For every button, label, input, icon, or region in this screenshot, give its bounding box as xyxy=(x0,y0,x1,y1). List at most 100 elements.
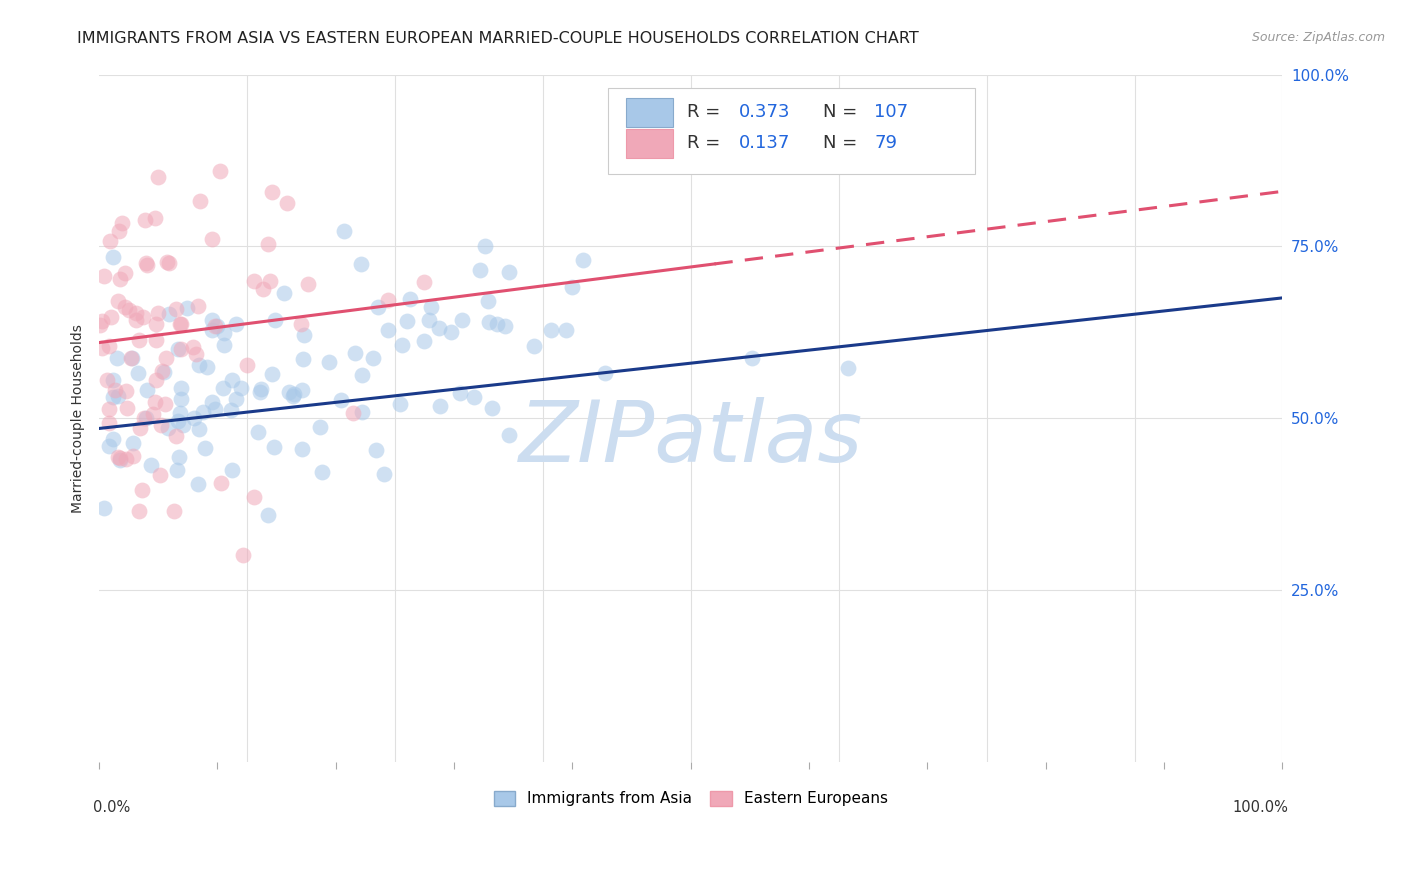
Point xyxy=(481,401,503,416)
Point xyxy=(318,355,340,369)
Point xyxy=(276,195,298,210)
Point xyxy=(146,169,169,184)
Point xyxy=(125,313,148,327)
Point xyxy=(477,294,499,309)
Point xyxy=(136,383,159,397)
Point xyxy=(463,390,485,404)
Point xyxy=(250,382,273,396)
Point xyxy=(170,342,193,356)
Point xyxy=(117,303,139,318)
Point xyxy=(132,310,155,325)
Point xyxy=(498,427,520,442)
Point xyxy=(172,418,194,433)
Point xyxy=(412,334,434,348)
Point xyxy=(741,351,763,365)
Point xyxy=(195,360,218,375)
Point xyxy=(194,442,217,456)
Point xyxy=(165,428,187,442)
Text: 0.137: 0.137 xyxy=(740,135,790,153)
Point xyxy=(350,405,373,419)
Point xyxy=(449,385,471,400)
Point xyxy=(204,318,226,333)
Point xyxy=(97,417,120,431)
Text: 0.0%: 0.0% xyxy=(93,799,131,814)
Text: Source: ZipAtlas.com: Source: ZipAtlas.com xyxy=(1251,31,1385,45)
Text: N =: N = xyxy=(824,103,858,121)
Point xyxy=(283,387,305,401)
Point xyxy=(309,419,332,434)
Point xyxy=(413,275,436,289)
Point xyxy=(167,450,190,464)
Point xyxy=(97,402,120,417)
Point xyxy=(169,406,191,420)
Point xyxy=(117,401,139,415)
Point xyxy=(104,383,127,397)
Point xyxy=(333,224,356,238)
Point xyxy=(388,396,411,410)
Point xyxy=(399,293,422,307)
Point xyxy=(257,508,280,522)
Point xyxy=(146,306,169,320)
Point xyxy=(201,313,224,327)
Point xyxy=(188,422,211,436)
Legend: Immigrants from Asia, Eastern Europeans: Immigrants from Asia, Eastern Europeans xyxy=(488,785,894,813)
Point xyxy=(134,213,156,227)
Point xyxy=(103,391,125,405)
Point xyxy=(247,425,270,439)
Point xyxy=(155,351,177,366)
Text: IMMIGRANTS FROM ASIA VS EASTERN EUROPEAN MARRIED-COUPLE HOUSEHOLDS CORRELATION C: IMMIGRANTS FROM ASIA VS EASTERN EUROPEAN… xyxy=(77,31,920,46)
Point xyxy=(212,338,235,352)
Point xyxy=(165,301,187,316)
Text: 79: 79 xyxy=(875,135,897,153)
Point xyxy=(225,392,247,407)
Point xyxy=(187,299,209,313)
Point xyxy=(242,273,264,287)
Point xyxy=(141,458,163,473)
Point xyxy=(221,403,243,417)
Point xyxy=(89,318,111,333)
Point xyxy=(263,440,285,454)
Point xyxy=(105,351,128,365)
Point xyxy=(132,410,155,425)
Point xyxy=(145,333,167,347)
Point xyxy=(163,504,186,518)
FancyBboxPatch shape xyxy=(626,98,673,127)
Point xyxy=(212,326,235,340)
Text: ZIPatlas: ZIPatlas xyxy=(519,397,863,480)
Point xyxy=(166,342,188,356)
Point xyxy=(176,301,198,315)
FancyBboxPatch shape xyxy=(607,88,974,174)
Point xyxy=(107,389,129,403)
Point xyxy=(149,418,172,433)
Point xyxy=(561,280,583,294)
Point xyxy=(290,317,312,331)
Point xyxy=(135,411,157,425)
Point xyxy=(145,318,167,332)
Point xyxy=(150,363,173,377)
Point xyxy=(263,312,285,326)
Point xyxy=(225,317,247,331)
Point xyxy=(96,373,118,387)
Point xyxy=(201,323,224,337)
Point xyxy=(221,373,243,387)
Point xyxy=(391,338,413,352)
Point xyxy=(329,392,352,407)
Point xyxy=(103,433,125,447)
Point xyxy=(131,483,153,497)
Point xyxy=(187,477,209,491)
Point xyxy=(142,407,165,421)
Point xyxy=(108,224,131,238)
Point xyxy=(170,380,193,394)
Point xyxy=(121,351,143,365)
Point xyxy=(170,392,193,407)
Point xyxy=(187,358,209,372)
Point xyxy=(97,339,120,353)
Point xyxy=(373,467,395,481)
Point xyxy=(311,465,333,479)
Point xyxy=(145,373,167,387)
Point xyxy=(278,385,301,400)
Point xyxy=(114,266,136,280)
Text: R =: R = xyxy=(688,103,720,121)
Point xyxy=(93,269,115,284)
Point xyxy=(128,504,150,518)
